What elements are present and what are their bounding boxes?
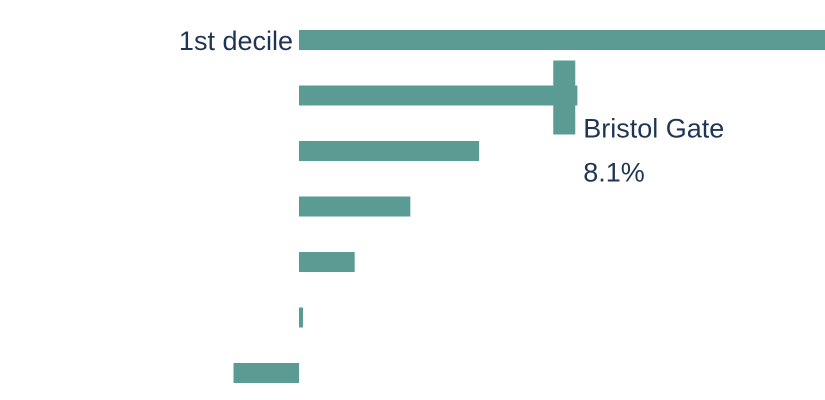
bar-3 (299, 141, 480, 161)
bar-7 (233, 363, 299, 383)
bar-5 (299, 252, 355, 272)
bar-2 (299, 85, 578, 106)
bar-6 (299, 307, 303, 328)
bristol-gate-marker-value: 8.1% (583, 158, 645, 188)
category-labels-group: 1st decile (179, 26, 293, 56)
category-label-1: 1st decile (179, 26, 293, 56)
bristol-gate-marker-horizontal (553, 85, 576, 106)
bristol-gate-marker-group: Bristol Gate 8.1% (553, 60, 724, 188)
bar-1 (299, 30, 825, 50)
bars-group (233, 30, 825, 383)
bristol-gate-marker-name: Bristol Gate (583, 114, 724, 144)
bar-4 (299, 196, 411, 217)
